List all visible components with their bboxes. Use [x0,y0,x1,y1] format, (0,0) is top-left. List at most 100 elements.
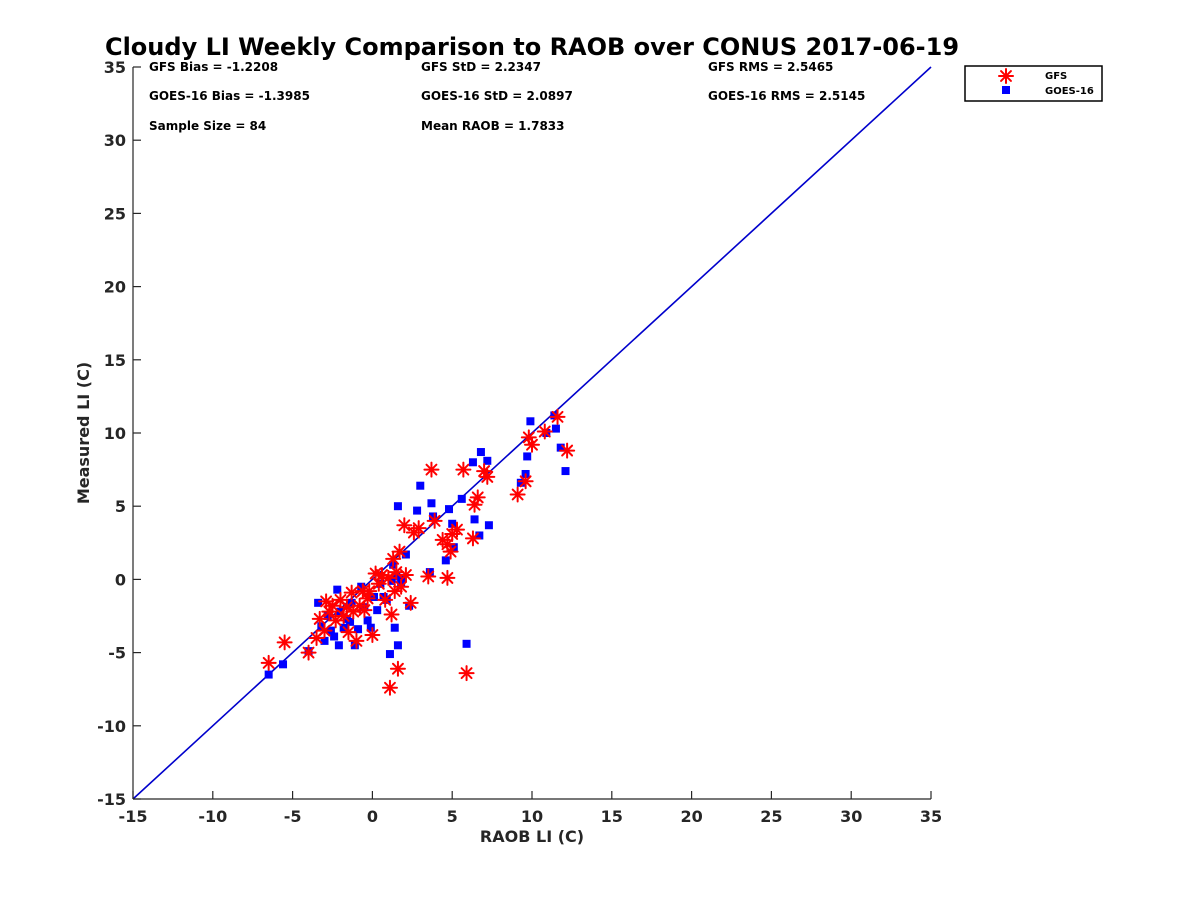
goes16-point [390,623,399,632]
gfs-point [439,569,456,586]
stat-gfs-std: GFS StD = 2.2347 [421,60,541,74]
x-tick-label: 35 [920,807,942,826]
gfs-point [389,660,406,677]
goes16-point [323,612,332,620]
gfs-point [356,602,373,619]
gfs-point [343,584,360,601]
goes16-point [366,623,375,632]
gfs-point [276,634,293,651]
goes16-point [264,670,273,679]
y-tick-label: 10 [104,424,126,443]
goes16-point [445,505,454,514]
goes16-point [363,616,372,625]
y-tick-label: -10 [97,717,126,736]
y-tick-label: -5 [108,644,126,663]
chart-title: Cloudy LI Weekly Comparison to RAOB over… [105,33,959,61]
stat-goes-rms: GOES-16 RMS = 2.5145 [708,89,865,103]
goes16-point [333,585,342,594]
gfs-point [364,627,381,644]
gfs-point [559,442,576,459]
goes16-point [427,499,436,508]
gfs-point [517,473,534,490]
goes16-point [393,641,402,650]
gfs-point [338,599,355,616]
gfs-point [464,530,481,547]
goes16-point [401,550,410,559]
gfs-point [458,665,475,682]
goes16-point [551,424,560,433]
gfs-point [455,461,472,478]
goes16-point [346,617,355,626]
goes16-point [357,582,366,591]
gfs-point [391,543,408,560]
axes [132,66,932,800]
x-tick-label: -15 [119,807,148,826]
goes16-point [279,660,288,669]
stat-goes-bias: GOES-16 Bias = -1.3985 [149,89,310,103]
gfs-point [311,610,328,627]
goes16-point [393,502,402,511]
goes16-point [314,598,323,607]
goes16-point [468,458,477,467]
y-tick-label: 35 [104,58,126,77]
gfs-point [324,597,341,614]
x-tick-label: 5 [447,807,458,826]
stat-gfs-bias: GFS Bias = -1.2208 [149,60,278,74]
x-tick-label: 25 [760,807,782,826]
x-tick-label: 10 [521,807,543,826]
goes16-point [350,641,359,650]
goes16-point [550,411,559,420]
gfs-point [442,543,459,560]
goes16-point [429,512,438,521]
gfs-point [509,486,526,503]
legend-goes-label: GOES-16 [1045,86,1094,97]
x-tick-label: 20 [680,807,702,826]
x-tick-label: -10 [198,807,227,826]
goes16-point [416,481,425,490]
goes16-point [462,639,471,648]
gfs-point [420,568,437,585]
y-tick-label: 0 [115,570,126,589]
goes16-point [441,556,450,565]
data-points-layer [260,408,576,696]
y-axis-label: Measured LI (C) [74,362,93,504]
x-tick-label: -5 [284,807,302,826]
goes16-point [334,641,343,650]
gfs-point [397,567,414,584]
legend-gfs-asterisk [998,68,1014,84]
goes16-point [556,443,565,452]
gfs-point [348,632,365,649]
gfs-point [380,569,397,586]
legend-goes-marker [1002,86,1010,94]
gfs-point [393,578,410,595]
gfs-point [316,622,333,639]
y-tick-label: 20 [104,278,126,297]
gfs-point [388,564,405,581]
gfs-point [479,468,496,485]
y-tick-label: 5 [115,497,126,516]
stat-sample-size: Sample Size = 84 [149,119,266,133]
gfs-point [361,583,378,600]
gfs-point [524,436,540,453]
y-tick-label: 15 [104,351,126,370]
x-tick-label: 15 [601,807,623,826]
gfs-point [377,591,394,608]
goes16-point [526,417,535,426]
gfs-point [260,654,277,671]
goes16-point [457,494,466,503]
goes16-point [354,625,363,634]
gfs-point [426,512,443,529]
gfs-point [402,594,419,611]
y-tick-label: -15 [97,790,126,809]
goes16-point [475,531,484,540]
stats-annotations: GFS Bias = -1.2208 GFS StD = 2.2347 GFS … [149,60,865,133]
tick-labels: -15 -10 -5 0 5 10 15 20 25 30 35 -15 -10 -5 0 5 10 15 20 25… [97,58,942,826]
legend: GFS GOES-16 [964,65,1103,102]
gfs-point [300,644,317,661]
goes16-point [523,452,532,461]
goes16-point [425,568,434,577]
goes16-point [385,650,394,659]
stat-goes-std: GOES-16 StD = 2.0897 [421,89,573,103]
legend-box [964,65,1103,102]
